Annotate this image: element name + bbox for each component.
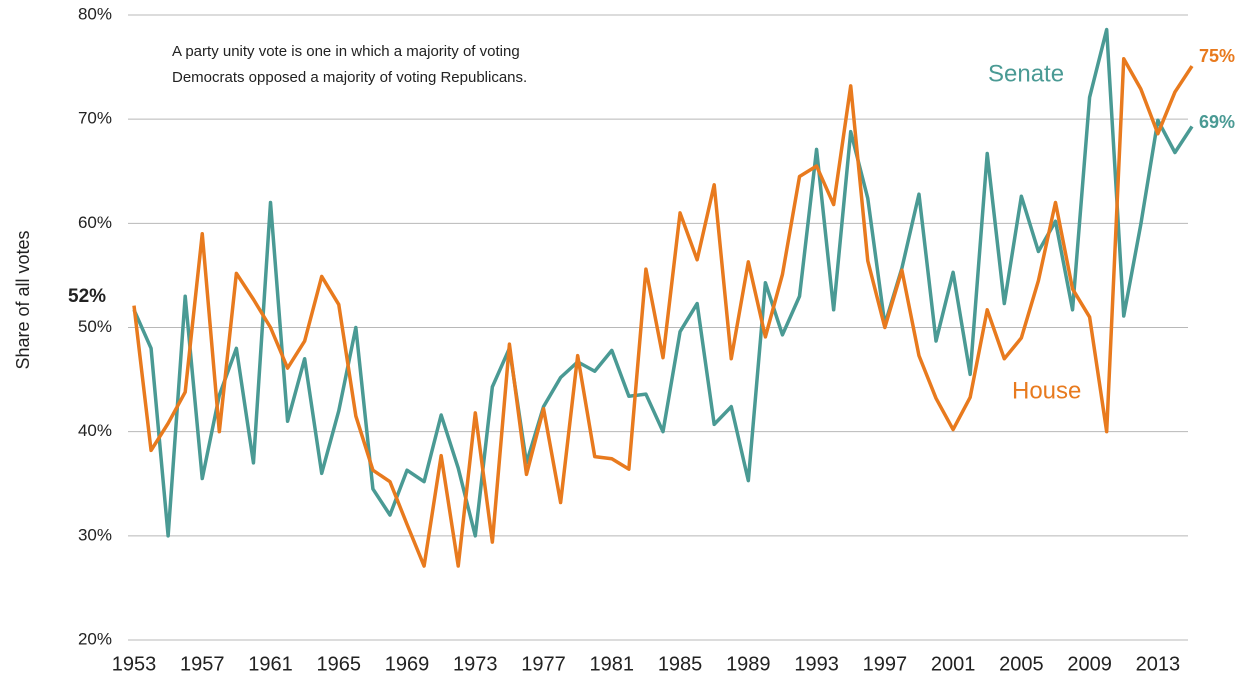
x-tick-label: 1981 <box>590 653 635 675</box>
y-tick-label: 30% <box>78 525 112 544</box>
x-tick-label: 1989 <box>726 653 771 675</box>
x-tick-label: 1997 <box>863 653 908 675</box>
end-label: 75% <box>1199 46 1235 66</box>
start-label: 52% <box>68 286 106 307</box>
y-tick-label: 70% <box>78 109 112 128</box>
series-name: House <box>1012 377 1081 404</box>
x-tick-label: 1973 <box>453 653 498 675</box>
y-tick-label: 20% <box>78 629 112 648</box>
x-tick-label: 2009 <box>1067 653 1112 675</box>
x-tick-label: 1969 <box>385 653 430 675</box>
x-tick-label: 1957 <box>180 653 225 675</box>
end-label: 69% <box>1199 112 1235 132</box>
x-tick-label: 2013 <box>1136 653 1181 675</box>
x-tick-label: 1993 <box>794 653 839 675</box>
note-line: A party unity vote is one in which a maj… <box>172 43 520 60</box>
series-line <box>132 27 1194 538</box>
x-tick-label: 1985 <box>658 653 703 675</box>
x-tick-label: 1961 <box>248 653 293 675</box>
y-tick-label: 50% <box>78 317 112 336</box>
x-tick-label: 1977 <box>521 653 566 675</box>
series-line <box>132 57 1194 568</box>
x-tick-label: 1953 <box>112 653 157 675</box>
x-tick-label: 1965 <box>317 653 362 675</box>
x-tick-label: 2001 <box>931 653 976 675</box>
note-line: Democrats opposed a majority of voting R… <box>172 69 527 86</box>
series-name: Senate <box>988 60 1064 87</box>
y-tick-label: 40% <box>78 421 112 440</box>
y-axis-title: Share of all votes <box>13 230 33 369</box>
y-tick-label: 80% <box>78 4 112 23</box>
x-tick-label: 2005 <box>999 653 1044 675</box>
y-tick-label: 60% <box>78 213 112 232</box>
